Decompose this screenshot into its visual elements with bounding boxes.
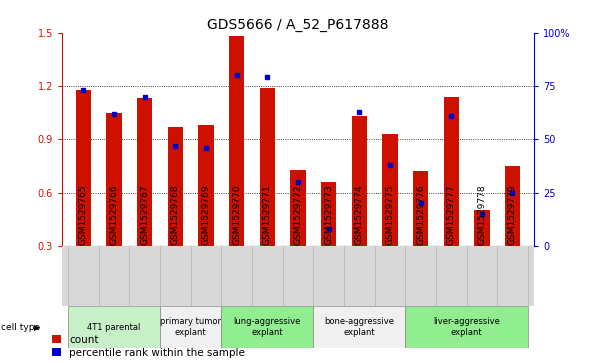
Text: primary tumor
explant: primary tumor explant: [160, 317, 221, 337]
Text: ▶: ▶: [34, 323, 41, 332]
Bar: [260, 88, 275, 246]
Bar: [76, 90, 91, 246]
Bar: [474, 211, 490, 246]
Text: bone-aggressive
explant: bone-aggressive explant: [324, 317, 394, 337]
Bar: [321, 182, 336, 246]
Bar: [137, 98, 152, 246]
Bar: [505, 166, 520, 246]
Bar: [68, 306, 160, 348]
Bar: [160, 306, 221, 348]
Title: GDS5666 / A_52_P617888: GDS5666 / A_52_P617888: [207, 18, 389, 32]
Bar: [229, 36, 244, 246]
Bar: [413, 171, 428, 246]
Bar: [382, 134, 398, 246]
Bar: [313, 306, 405, 348]
Bar: [290, 170, 306, 246]
Bar: [221, 306, 313, 348]
Text: cell type: cell type: [1, 323, 40, 332]
Text: lung-aggressive
explant: lung-aggressive explant: [234, 317, 301, 337]
Legend: count, percentile rank within the sample: count, percentile rank within the sample: [53, 335, 245, 358]
Bar: [168, 127, 183, 246]
Bar: [405, 306, 528, 348]
Bar: [198, 125, 214, 246]
Bar: [352, 116, 367, 246]
Bar: [106, 113, 122, 246]
Text: liver-aggressive
explant: liver-aggressive explant: [433, 317, 500, 337]
Text: 4T1 parental: 4T1 parental: [87, 323, 141, 332]
Bar: [444, 97, 459, 246]
